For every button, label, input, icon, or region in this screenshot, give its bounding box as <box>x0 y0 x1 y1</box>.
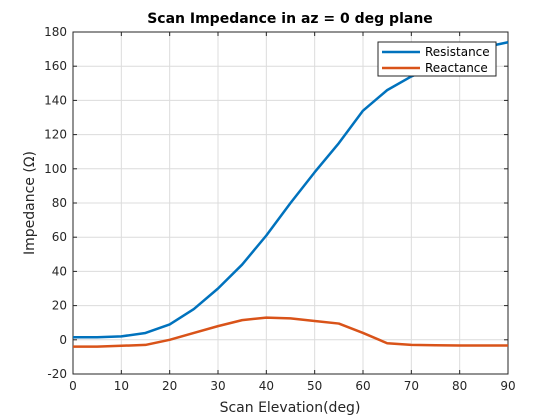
legend-label: Resistance <box>425 45 490 59</box>
series-line-resistance <box>73 41 509 339</box>
series-lines <box>73 41 509 348</box>
y-axis-label: Impedance (Ω) <box>22 151 38 255</box>
x-tick-label: 90 <box>500 379 515 393</box>
ticks: 0 10 20 30 40 50 60 70 80 90-20020406080100120140… <box>44 25 516 393</box>
y-tick-label: -20 <box>47 367 67 381</box>
x-tick-label: 0 <box>69 379 77 393</box>
x-tick-label: 30 <box>210 379 225 393</box>
y-tick-label: 120 <box>44 128 67 142</box>
y-tick-label: 140 <box>44 93 67 107</box>
chart-title: Scan Impedance in az = 0 deg plane <box>147 11 433 27</box>
x-tick-label: 50 <box>307 379 322 393</box>
y-tick-label: 160 <box>44 59 67 73</box>
x-tick-label: 80 <box>452 379 467 393</box>
y-tick-label: 180 <box>44 25 67 39</box>
x-tick-label: 60 <box>355 379 370 393</box>
legend-label: Reactance <box>425 61 488 75</box>
x-tick-label: 20 <box>162 379 177 393</box>
x-tick-label: 10 <box>114 379 129 393</box>
x-axis-label: Scan Elevation(deg) <box>220 400 361 416</box>
y-tick-label: 40 <box>52 264 67 278</box>
legend: Resistance Reactance <box>377 41 497 77</box>
y-tick-label: 100 <box>44 162 67 176</box>
x-tick-label: 70 <box>404 379 419 393</box>
legend-box <box>377 41 497 77</box>
y-tick-label: 60 <box>52 230 67 244</box>
y-tick-label: 80 <box>52 196 67 210</box>
series-line-reactance <box>73 316 508 348</box>
x-tick-label: 40 <box>259 379 274 393</box>
y-tick-label: 0 <box>59 333 67 347</box>
y-tick-label: 20 <box>52 299 67 313</box>
